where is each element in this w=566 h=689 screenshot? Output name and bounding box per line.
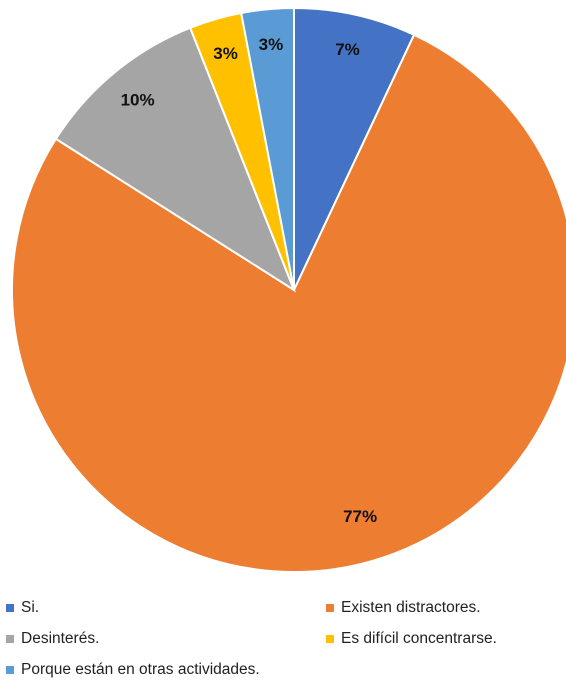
- data-label-si: 7%: [335, 40, 360, 59]
- legend-swatch-otras-actividades: [6, 666, 14, 674]
- pie-slice-si: [293, 6, 416, 291]
- legend-swatch-si: [6, 604, 14, 612]
- legend-label-existen-distractores: Existen distractores.: [341, 599, 481, 616]
- legend-swatch-es-dificil-concentrarse: [326, 635, 334, 643]
- pie-slice-existen-distractores: [11, 33, 566, 573]
- data-label-desinteres: 10%: [121, 90, 155, 109]
- legend-swatch-existen-distractores: [326, 604, 334, 612]
- data-label-es-dificil-concentrarse: 3%: [213, 44, 238, 63]
- data-label-porque-estan-en-otras-actividades: 3%: [259, 35, 284, 54]
- legend-item-otras-actividades: Porque están en otras actividades.: [6, 660, 260, 680]
- legend-label-si: Si.: [21, 599, 40, 616]
- pie-chart: 7% 77% 10% 3% 3%: [11, 6, 566, 573]
- pie-slice-desinteres: [54, 26, 297, 293]
- legend-item-existen-distractores: Existen distractores.: [326, 598, 481, 618]
- data-label-existen-distractores: 77%: [343, 507, 377, 526]
- legend-label-es-dificil-concentrarse: Es difícil concentrarse.: [341, 630, 497, 647]
- legend-item-si: Si.: [6, 598, 39, 618]
- legend: Si. Existen distractores. Desinterés. Es…: [0, 596, 566, 689]
- legend-item-es-dificil-concentrarse: Es difícil concentrarse.: [326, 629, 497, 649]
- legend-label-otras-actividades: Porque están en otras actividades.: [21, 661, 260, 678]
- legend-label-desinteres: Desinterés.: [21, 630, 100, 647]
- legend-item-desinteres: Desinterés.: [6, 629, 99, 649]
- pie-slice-porque-estan-en-otras-actividades: [239, 6, 295, 291]
- legend-swatch-desinteres: [6, 635, 14, 643]
